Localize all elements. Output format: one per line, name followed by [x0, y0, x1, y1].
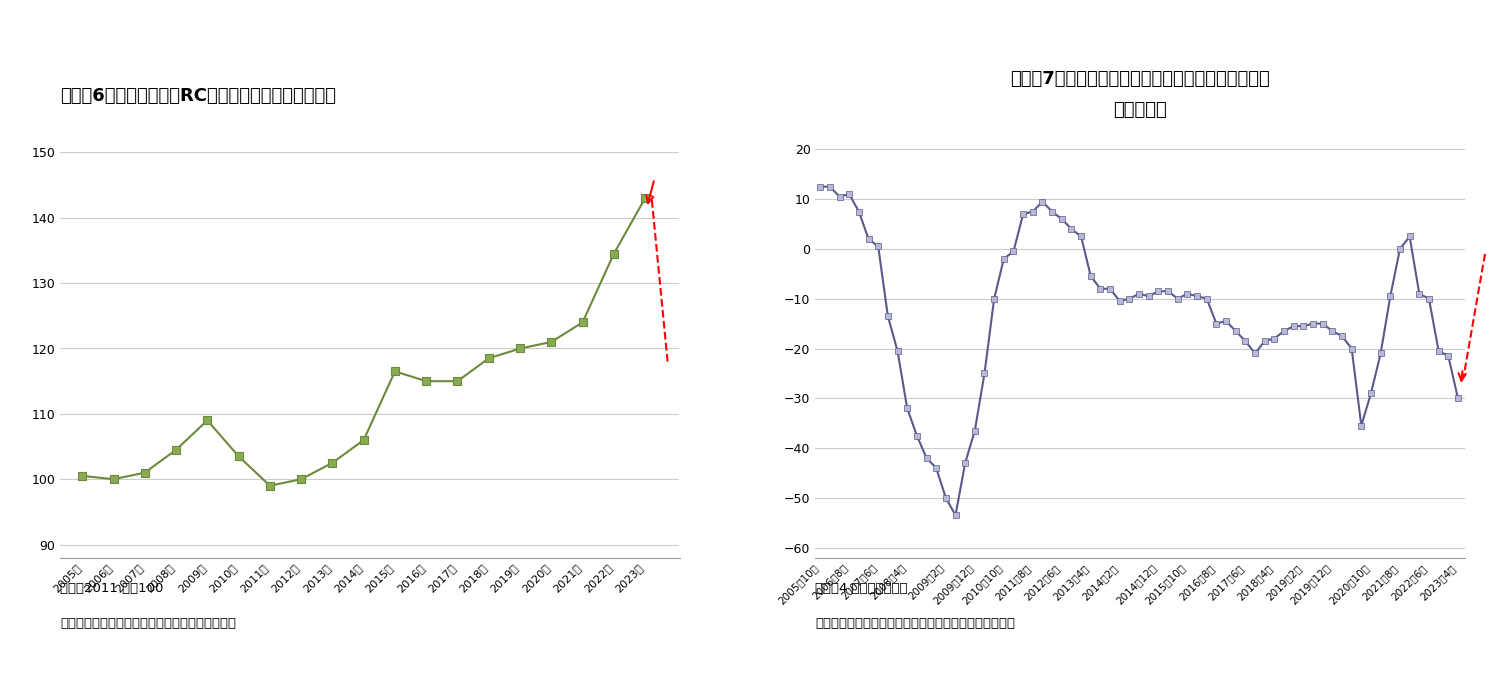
Text: 図表－7　「住宅・宅地分譲業」の「用地取得件数」: 図表－7 「住宅・宅地分譲業」の「用地取得件数」 [1010, 70, 1270, 88]
Text: （資料）土地総合研究所「不動産業況等調査」から作成: （資料）土地総合研究所「不動産業況等調査」から作成 [815, 617, 1015, 630]
Text: （資料）建設物価調査会「建築費指数」から作成: （資料）建設物価調査会「建築費指数」から作成 [60, 617, 237, 630]
Text: （注）2011 年＝100: （注）2011 年＝100 [60, 582, 163, 595]
Text: （注）4 四半期移動平均: （注）4 四半期移動平均 [815, 582, 908, 595]
Text: の動向指数: の動向指数 [1113, 101, 1167, 119]
Text: 図表－6　「集合住宅（RC造）」建築コスト（東京）: 図表－6 「集合住宅（RC造）」建築コスト（東京） [60, 87, 337, 105]
